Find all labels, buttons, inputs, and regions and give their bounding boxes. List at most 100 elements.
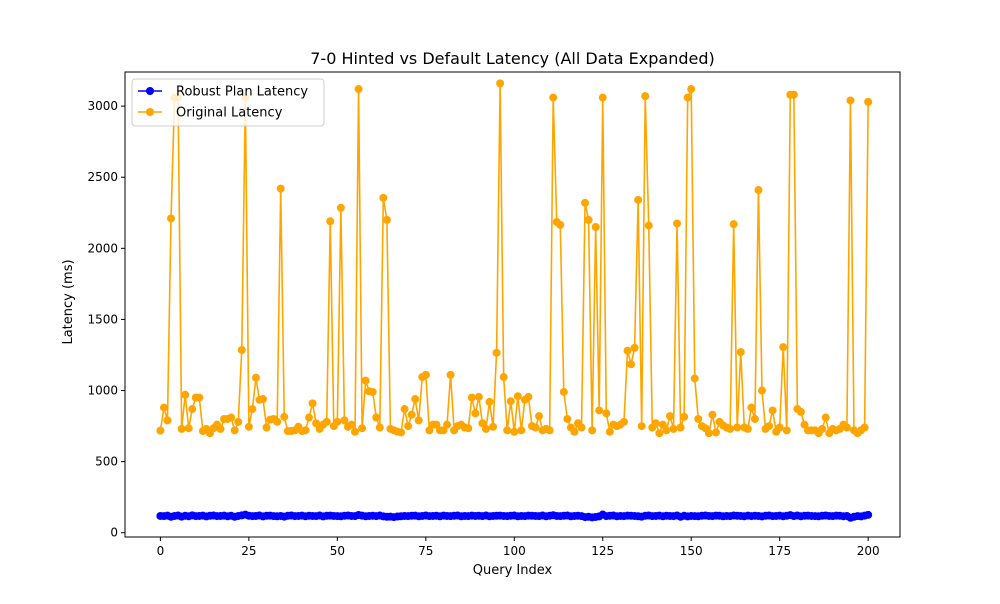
y-tick-label: 3000 — [87, 99, 118, 113]
original-latency-point — [581, 198, 590, 207]
y-tick-label: 1500 — [87, 312, 118, 326]
original-latency-point — [676, 423, 685, 432]
original-latency-point — [464, 424, 473, 433]
original-latency-point — [549, 93, 558, 102]
original-latency-point — [577, 423, 586, 432]
original-latency-point — [181, 390, 190, 399]
y-tick-label: 0 — [110, 526, 118, 540]
chart-title: 7-0 Hinted vs Default Latency (All Data … — [310, 49, 715, 68]
original-latency-point — [184, 424, 193, 433]
original-latency-point — [524, 392, 533, 401]
original-latency-point — [259, 395, 268, 404]
plot-frame — [124, 71, 901, 538]
original-latency-point — [156, 426, 165, 435]
original-latency-point — [750, 414, 759, 423]
original-latency-point — [375, 423, 384, 432]
original-latency-point — [665, 412, 674, 421]
original-latency-point — [305, 413, 314, 422]
original-latency-point — [467, 393, 476, 402]
original-latency-point — [400, 405, 409, 414]
original-latency-point — [619, 417, 628, 426]
original-latency-point — [340, 416, 349, 425]
original-latency-point — [517, 426, 526, 435]
original-latency-point — [842, 423, 851, 432]
original-latency-point — [680, 412, 689, 421]
original-latency-point — [736, 348, 745, 357]
original-latency-point — [789, 90, 798, 99]
original-latency-point — [195, 393, 204, 402]
original-latency-point — [322, 417, 331, 426]
original-latency-point — [248, 405, 257, 414]
original-latency-point — [244, 422, 253, 431]
original-latency-point — [234, 417, 243, 426]
original-latency-point — [729, 220, 738, 229]
x-tick-label: 50 — [330, 544, 345, 558]
original-latency-point — [779, 343, 788, 352]
original-latency-point — [673, 219, 682, 228]
y-tick-label: 2500 — [87, 170, 118, 184]
original-latency-point — [361, 376, 370, 385]
original-latency-point — [308, 399, 317, 408]
original-latency-point — [708, 410, 717, 419]
original-latency-point — [733, 423, 742, 432]
original-latency-point — [280, 412, 289, 421]
x-axis-label: Query Index — [473, 563, 553, 578]
original-latency-point — [188, 405, 197, 414]
original-latency-point — [588, 426, 597, 435]
original-latency-point — [559, 387, 568, 396]
original-latency-point — [492, 348, 501, 357]
original-latency-point — [757, 386, 766, 395]
original-latency-point — [167, 214, 175, 223]
original-latency-point — [273, 417, 282, 426]
original-latency-point — [443, 420, 452, 429]
original-latency-point — [496, 79, 505, 88]
original-latency-point — [485, 397, 494, 406]
axis-ticks: 0 25 50 75 100 125 150 175 200050010001500200025… — [87, 99, 879, 558]
y-tick-label: 500 — [95, 455, 118, 469]
original-latency-point — [694, 414, 703, 423]
original-latency-point — [531, 423, 540, 432]
original-latency-point — [397, 428, 406, 437]
original-latency-point — [634, 195, 643, 204]
original-latency-point — [382, 215, 391, 224]
original-latency-point — [351, 427, 360, 436]
original-latency-point — [237, 346, 246, 354]
y-axis-label: Latency (ms) — [61, 259, 76, 344]
legend-marker — [146, 87, 154, 95]
original-latency-point — [846, 96, 855, 105]
original-latency-point — [358, 424, 367, 433]
original-latency-point — [471, 409, 480, 418]
original-latency-point — [372, 413, 381, 422]
original-latency-point — [627, 360, 636, 369]
original-latency-point — [651, 419, 660, 428]
robust-plan-latency-point — [864, 510, 873, 519]
original-latency-point — [177, 424, 186, 433]
original-latency-point — [669, 424, 678, 433]
original-latency-point — [407, 410, 416, 419]
original-latency-point — [216, 424, 225, 433]
x-tick-label: 75 — [418, 544, 433, 558]
original-latency-point — [499, 373, 508, 382]
x-tick-label: 200 — [857, 544, 880, 558]
original-latency-point — [414, 416, 423, 425]
original-latency-point — [481, 424, 490, 433]
original-latency-point — [354, 85, 363, 94]
original-latency-point — [326, 217, 335, 226]
original-latency-point — [726, 424, 735, 433]
x-tick-label: 0 — [157, 544, 165, 558]
original-latency-point — [630, 343, 639, 352]
original-latency-point — [545, 426, 554, 435]
legend-label: Original Latency — [176, 106, 283, 121]
original-latency-point — [510, 427, 519, 436]
original-latency-point — [768, 406, 777, 415]
original-latency-point — [404, 422, 413, 431]
original-latency-point — [821, 413, 830, 422]
original-latency-point — [227, 413, 236, 422]
x-tick-label: 125 — [591, 544, 614, 558]
original-latency-point — [605, 427, 614, 436]
original-latency-point — [687, 85, 696, 94]
y-tick-label: 1000 — [87, 384, 118, 398]
original-latency-point — [641, 92, 650, 101]
original-latency-point — [262, 423, 271, 432]
